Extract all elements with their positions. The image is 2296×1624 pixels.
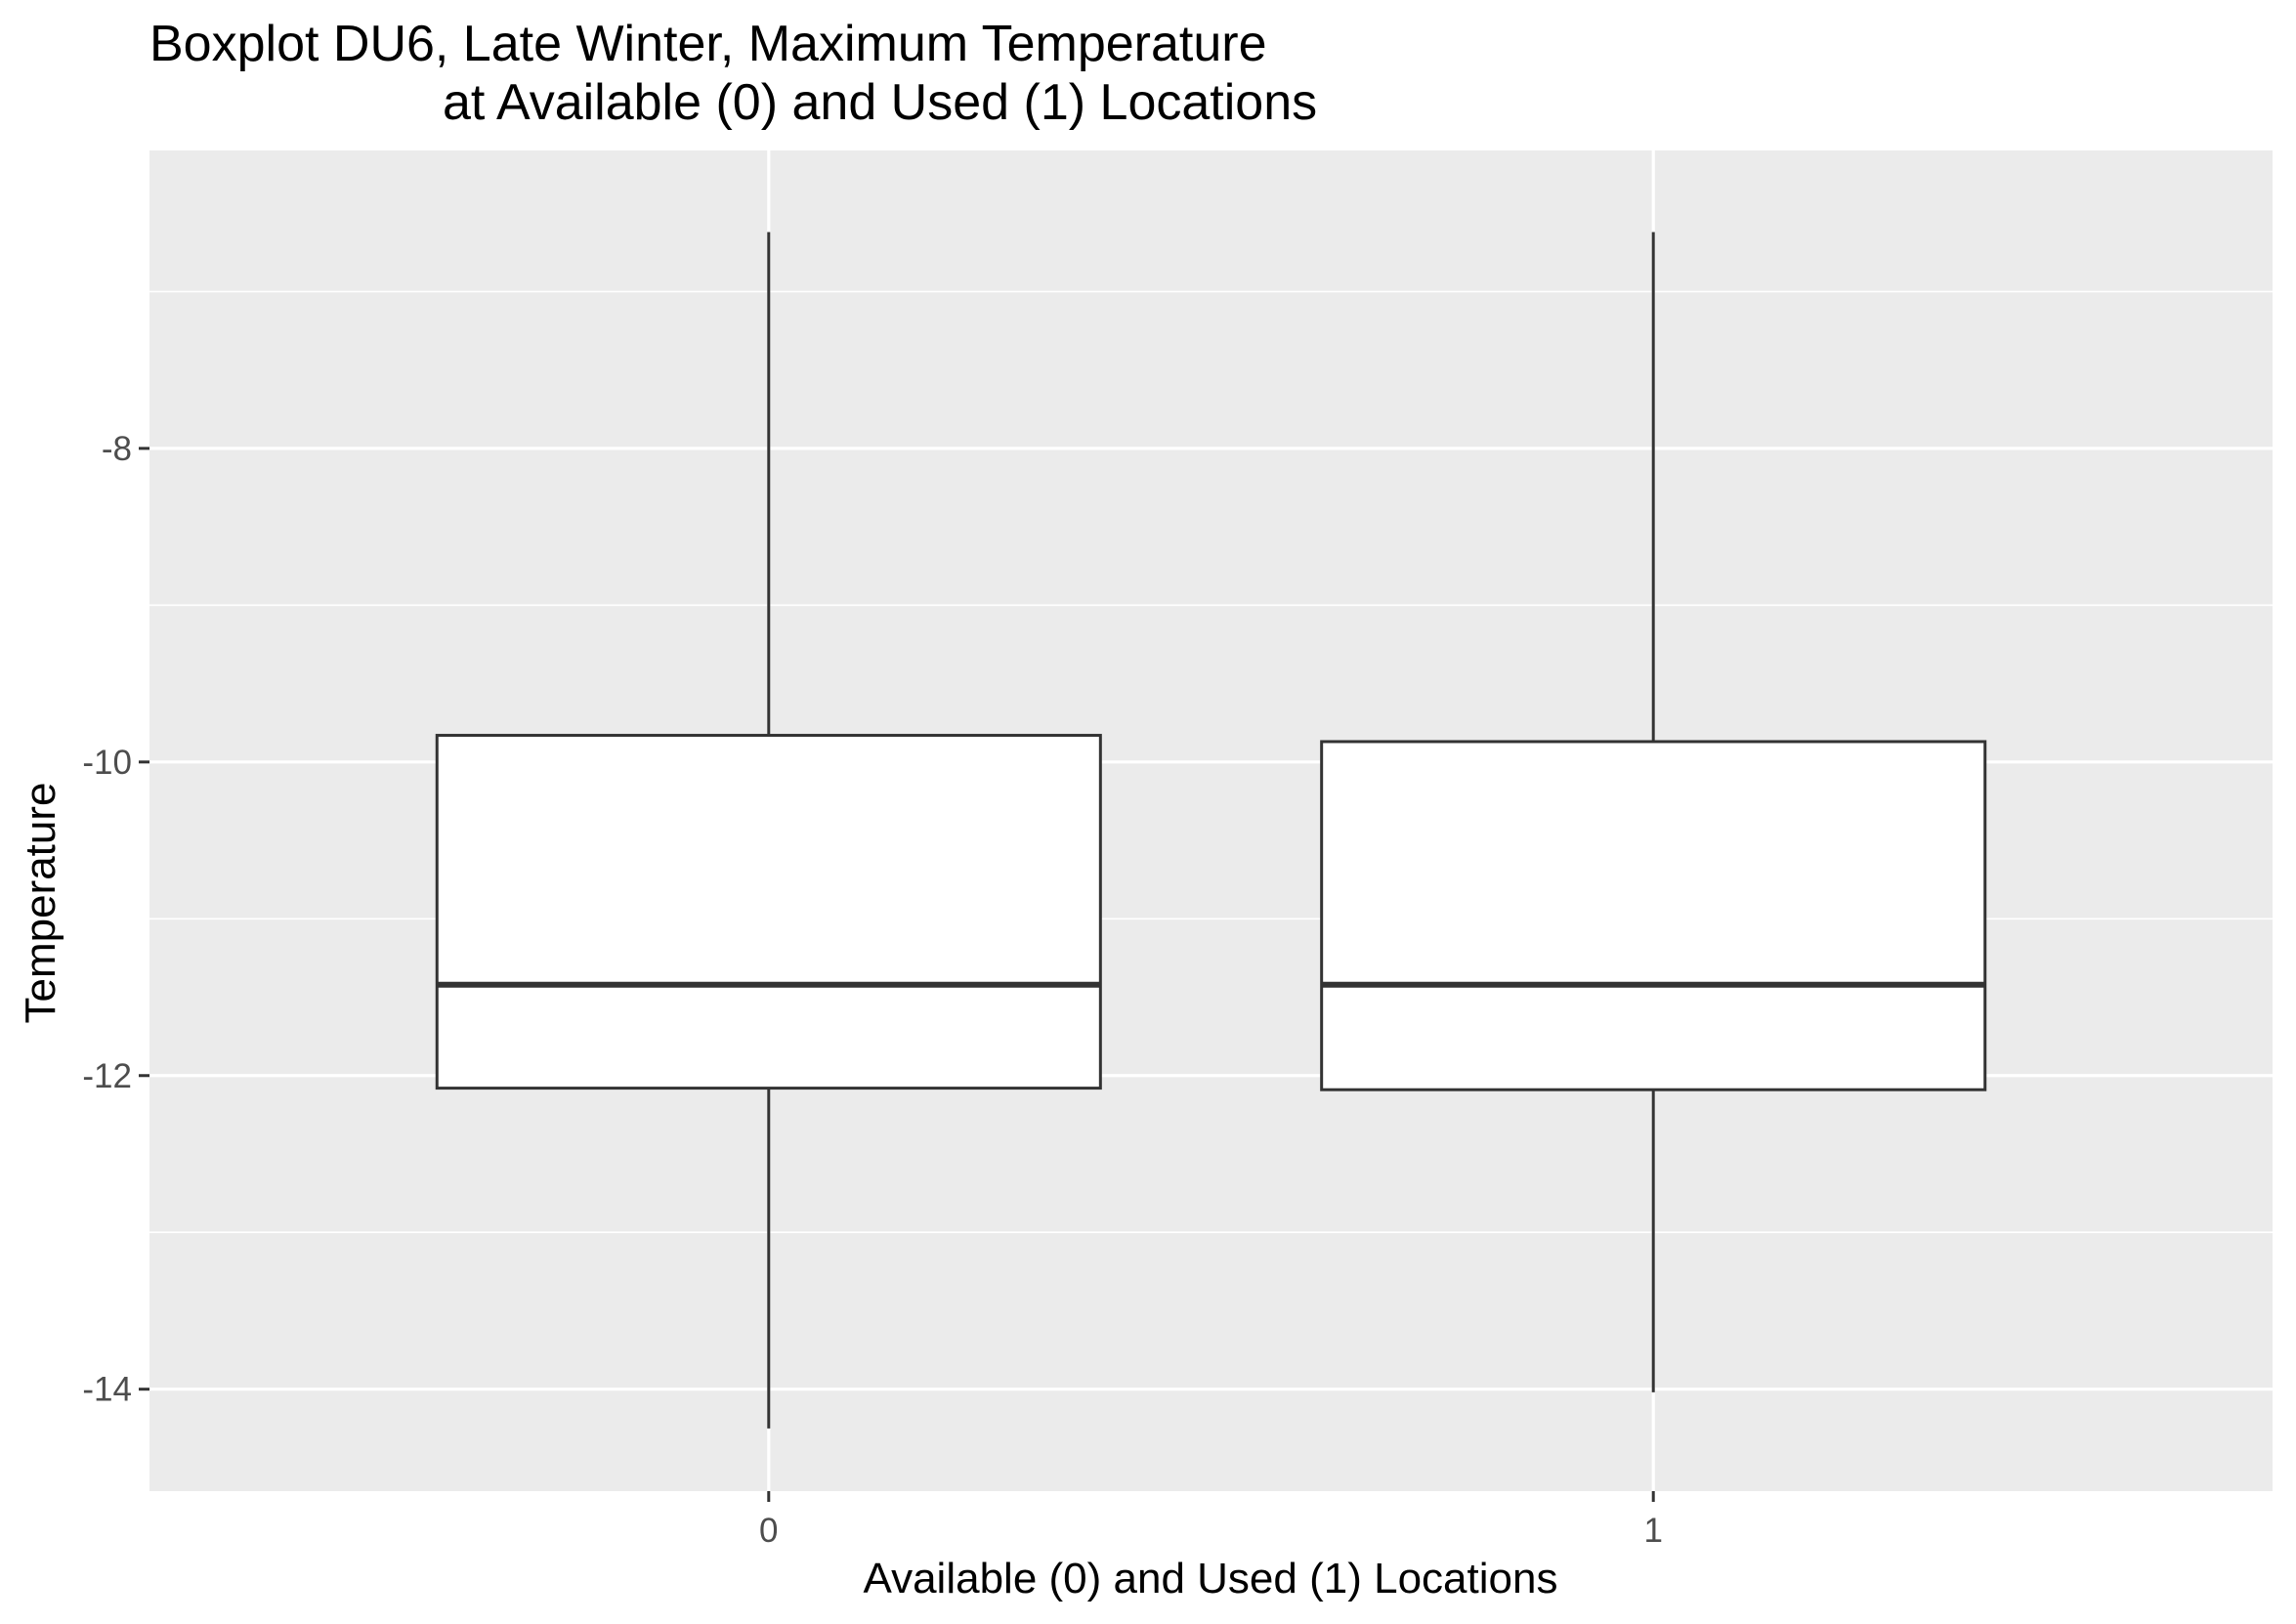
y-axis-title: Temperature bbox=[17, 782, 64, 1023]
chart-subtitle: at Available (0) and Used (1) Locations bbox=[443, 74, 1317, 131]
box-group-0 bbox=[435, 232, 1102, 1429]
y-tick-label: -10 bbox=[82, 744, 132, 782]
axes: -8 -10 -12 -14 0 1 bbox=[82, 430, 1663, 1550]
y-tick-label: -8 bbox=[102, 430, 132, 468]
x-axis-title: Available (0) and Used (1) Locations bbox=[864, 1555, 1558, 1603]
boxes bbox=[435, 232, 1987, 1429]
y-tick-label: -12 bbox=[82, 1057, 132, 1095]
x-tick-label: 1 bbox=[1643, 1512, 1662, 1550]
box-iqr bbox=[435, 734, 1102, 1090]
box-iqr bbox=[1320, 740, 1987, 1091]
y-tick-label: -14 bbox=[82, 1371, 132, 1409]
x-tick-label: 0 bbox=[759, 1512, 778, 1550]
chart-title: Boxplot DU6, Late Winter, Maximum Temper… bbox=[149, 16, 1267, 72]
box-group-1 bbox=[1320, 232, 1987, 1392]
